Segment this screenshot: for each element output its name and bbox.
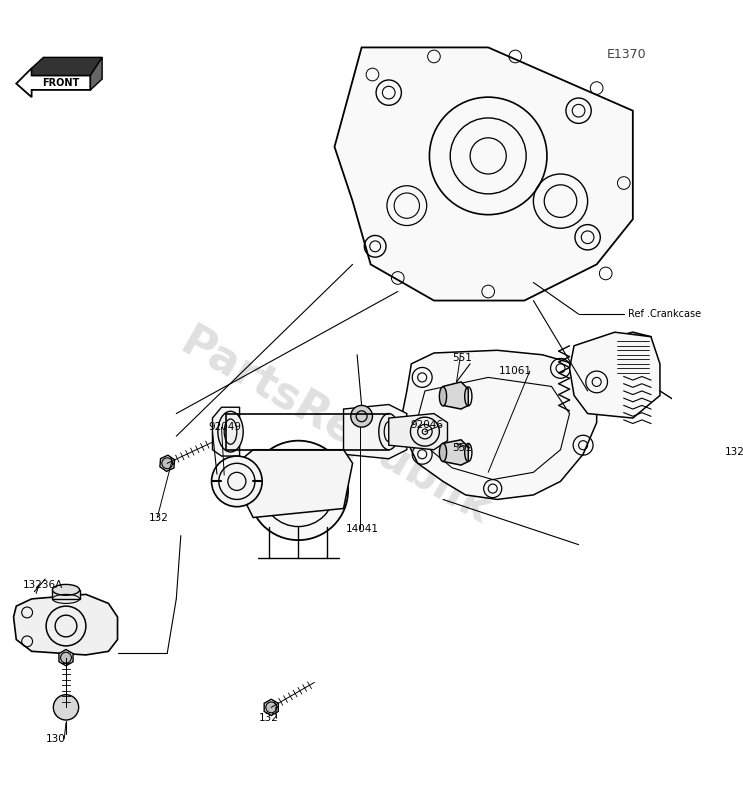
Text: 11061: 11061 (499, 366, 531, 376)
Text: 92049: 92049 (208, 422, 241, 432)
Circle shape (53, 694, 79, 720)
Polygon shape (32, 58, 102, 75)
Circle shape (162, 458, 172, 469)
Polygon shape (334, 47, 633, 301)
Circle shape (212, 456, 262, 506)
Ellipse shape (379, 414, 399, 450)
Text: 13236: 13236 (724, 446, 743, 457)
Text: 130: 130 (46, 734, 66, 744)
Polygon shape (91, 58, 102, 90)
Polygon shape (160, 455, 175, 471)
Polygon shape (13, 594, 117, 655)
Text: 14041: 14041 (346, 524, 379, 534)
Circle shape (61, 652, 71, 663)
Circle shape (249, 441, 348, 540)
Text: 551: 551 (452, 353, 472, 362)
Ellipse shape (53, 585, 80, 595)
Polygon shape (265, 699, 279, 715)
Ellipse shape (218, 411, 243, 452)
Circle shape (266, 702, 276, 713)
Text: 551: 551 (452, 443, 472, 453)
Polygon shape (16, 68, 91, 97)
Polygon shape (59, 650, 73, 666)
Text: Ref .Crankcase: Ref .Crankcase (629, 309, 701, 319)
Circle shape (351, 406, 372, 427)
Text: PartsRepublik: PartsRepublik (172, 321, 499, 534)
Polygon shape (402, 350, 597, 499)
Text: E1370: E1370 (607, 48, 646, 61)
Polygon shape (614, 332, 651, 378)
Text: 13236A: 13236A (22, 580, 63, 590)
Polygon shape (570, 332, 660, 418)
Polygon shape (212, 407, 239, 456)
Polygon shape (242, 450, 353, 518)
Polygon shape (443, 382, 468, 409)
Text: 132: 132 (149, 513, 169, 522)
Polygon shape (443, 440, 468, 465)
Ellipse shape (439, 443, 447, 462)
Text: 132: 132 (259, 714, 279, 723)
Polygon shape (343, 405, 407, 458)
Ellipse shape (439, 387, 447, 406)
Text: 92046: 92046 (410, 420, 443, 430)
Polygon shape (389, 414, 447, 450)
Text: FRONT: FRONT (42, 78, 80, 88)
Polygon shape (53, 590, 80, 599)
